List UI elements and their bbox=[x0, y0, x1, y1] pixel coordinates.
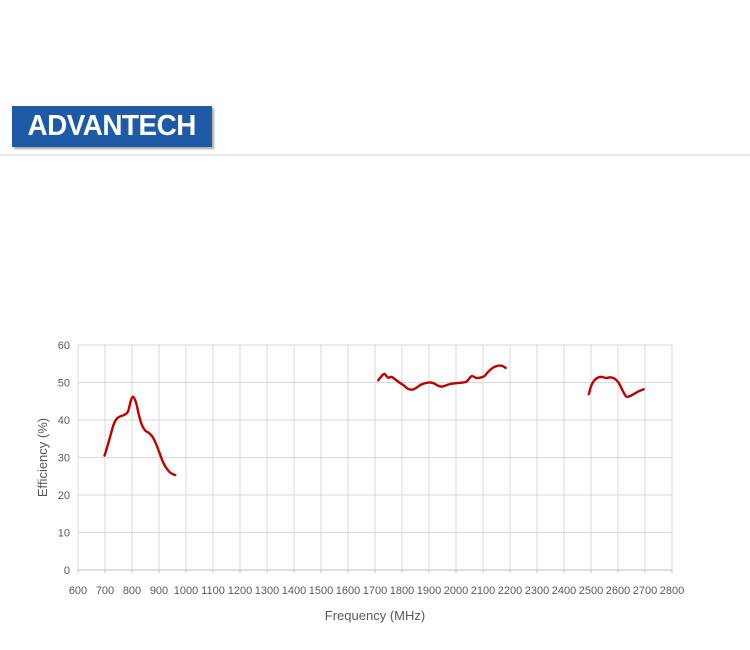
efficiency-series-line bbox=[587, 375, 645, 399]
x-tick-label: 1000 bbox=[174, 585, 198, 597]
advantech-logo: ADVANTECH bbox=[12, 106, 212, 147]
x-tick-label: 1300 bbox=[255, 585, 279, 597]
x-tick-label: 600 bbox=[69, 585, 87, 597]
header-divider bbox=[0, 154, 750, 156]
x-tick-label: 2800 bbox=[660, 585, 684, 597]
x-tick-label: 800 bbox=[123, 585, 141, 597]
x-tick-label: 2600 bbox=[606, 585, 630, 597]
y-tick-label: 40 bbox=[58, 415, 70, 427]
x-tick-label: 1400 bbox=[282, 585, 306, 597]
x-tick-label: 1800 bbox=[390, 585, 414, 597]
x-tick-label: 2300 bbox=[525, 585, 549, 597]
x-tick-label: 1500 bbox=[309, 585, 333, 597]
x-tick-label: 2200 bbox=[498, 585, 522, 597]
efficiency-series-line bbox=[377, 364, 507, 391]
y-tick-label: 10 bbox=[58, 528, 70, 540]
y-tick-label: 50 bbox=[58, 378, 70, 390]
x-tick-label: 1200 bbox=[228, 585, 252, 597]
x-tick-label: 2100 bbox=[471, 585, 495, 597]
x-tick-label: 1100 bbox=[201, 585, 225, 597]
x-tick-label: 900 bbox=[150, 585, 168, 597]
x-tick-label: 2700 bbox=[633, 585, 657, 597]
x-tick-label: 1600 bbox=[336, 585, 360, 597]
x-tick-label: 2400 bbox=[552, 585, 576, 597]
y-tick-label: 0 bbox=[64, 565, 70, 577]
x-tick-label: 700 bbox=[96, 585, 114, 597]
efficiency-series-line bbox=[103, 395, 177, 477]
x-tick-label: 1700 bbox=[363, 585, 387, 597]
x-tick-label: 1900 bbox=[417, 585, 441, 597]
y-tick-label: 60 bbox=[58, 340, 70, 352]
x-axis-title: Frequency (MHz) bbox=[325, 608, 425, 623]
y-axis-title: Efficiency (%) bbox=[35, 418, 50, 497]
x-tick-label: 2000 bbox=[444, 585, 468, 597]
y-tick-label: 30 bbox=[58, 453, 70, 465]
x-tick-label: 2500 bbox=[579, 585, 603, 597]
y-tick-label: 20 bbox=[58, 490, 70, 502]
advantech-logo-text: ADVANTECH bbox=[27, 110, 197, 142]
